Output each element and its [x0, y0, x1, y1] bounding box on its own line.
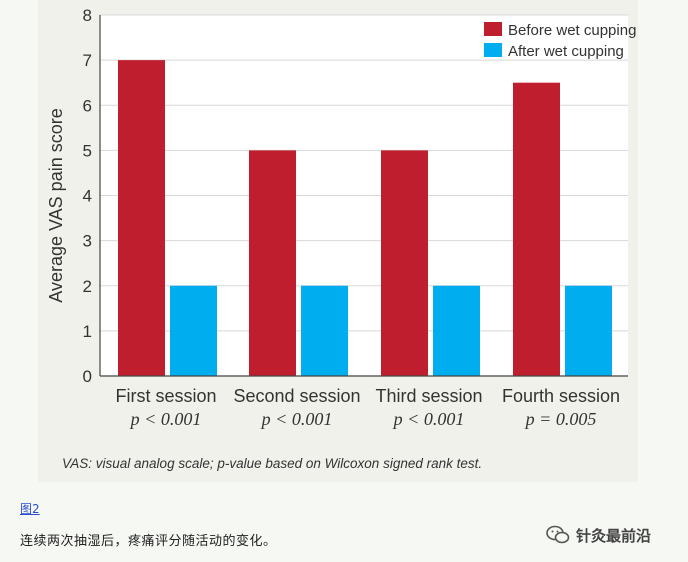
- bar-after-2: [301, 285, 348, 376]
- legend-swatch: [484, 22, 502, 36]
- legend-label: After wet cupping: [508, 43, 624, 60]
- p-value-label: p < 0.001: [260, 409, 333, 429]
- y-axis-label: Average VAS pain score: [46, 108, 66, 302]
- bar-before-3: [381, 150, 428, 376]
- figure-caption: 连续两次抽湿后，疼痛评分随活动的变化。: [20, 534, 277, 549]
- bar-after-4: [565, 285, 612, 376]
- wechat-icon: [546, 525, 570, 544]
- y-tick-label: 3: [83, 232, 92, 251]
- legend-label: Before wet cupping: [508, 22, 636, 39]
- y-tick-label: 1: [83, 322, 92, 341]
- x-category-label: Second session: [233, 386, 360, 406]
- p-value-label: p < 0.001: [392, 409, 465, 429]
- y-tick-label: 6: [83, 96, 92, 115]
- watermark: 针灸最前沿: [546, 522, 651, 548]
- y-tick-label: 0: [83, 367, 92, 386]
- bar-before-2: [249, 150, 296, 376]
- bar-after-1: [170, 285, 217, 376]
- bar-before-4: [513, 82, 560, 376]
- chart-footnote: VAS: visual analog scale; p-value based …: [62, 456, 482, 471]
- bar-after-3: [433, 285, 480, 376]
- bars: [118, 60, 612, 376]
- y-tick-label: 4: [83, 187, 92, 206]
- legend: Before wet cupping After wet cupping: [484, 22, 636, 60]
- y-tick-label: 2: [83, 277, 92, 296]
- labels: 0 1 2 3 4 5 6 7 8 Average VAS pain score First ses…: [46, 6, 620, 471]
- bar-before-1: [118, 60, 165, 376]
- p-value-label: p = 0.005: [524, 409, 597, 429]
- p-value-label: p < 0.001: [129, 409, 202, 429]
- y-tick-label: 7: [83, 51, 92, 70]
- y-tick-label: 8: [83, 6, 92, 25]
- y-tick-label: 5: [83, 141, 92, 160]
- bar-chart: 0 1 2 3 4 5 6 7 8 Average VAS pain score First ses…: [46, 6, 636, 471]
- axes: [99, 15, 628, 377]
- watermark-text: 针灸最前沿: [576, 526, 652, 545]
- x-category-label: Third session: [375, 386, 482, 406]
- x-category-label: Fourth session: [502, 386, 620, 406]
- x-category-label: First session: [115, 386, 216, 406]
- figure-link[interactable]: 图2: [20, 502, 40, 516]
- legend-swatch: [484, 43, 502, 57]
